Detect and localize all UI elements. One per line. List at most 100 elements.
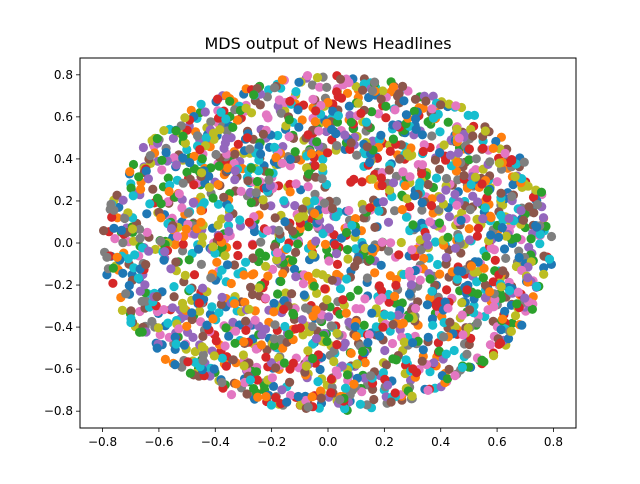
scatter-point [230,175,240,185]
scatter-point [141,166,151,176]
scatter-point [269,307,279,317]
scatter-point [193,244,204,254]
scatter-point [216,299,226,309]
scatter-point [491,136,501,147]
scatter-point [189,180,199,190]
scatter-point [373,109,384,119]
scatter-point [435,164,445,174]
scatter-point [430,155,440,165]
scatter-point [425,274,435,284]
scatter-point [308,353,318,364]
scatter-point [335,395,345,405]
scatter-point [322,336,332,346]
scatter-point [211,336,221,346]
scatter-point [231,379,241,389]
scatter-point [365,157,375,168]
scatter-point [329,356,339,367]
scatter-point [231,326,241,336]
scatter-point [230,149,240,159]
y-tick-label: −0.8 [44,404,73,418]
scatter-point [532,199,543,210]
scatter-point [435,148,445,158]
scatter-point [322,118,332,128]
scatter-point [230,166,240,176]
scatter-point [478,214,488,224]
scatter-point [252,375,262,385]
scatter-point [500,148,510,158]
scatter-point [423,240,433,250]
scatter-point [217,377,227,388]
scatter-point [247,270,257,280]
scatter-point [324,224,335,234]
scatter-point [276,108,286,118]
scatter-point [288,256,298,266]
scatter-point [196,99,206,109]
scatter-point [188,197,198,207]
scatter-point [481,251,491,261]
scatter-point [352,359,362,369]
scatter-point [124,280,134,291]
scatter-point [108,263,118,273]
scatter-point [391,280,401,290]
scatter-point [415,275,425,285]
scatter-point [167,303,178,313]
scatter-point [276,276,286,287]
scatter-point [436,100,446,110]
scatter-point [504,213,514,223]
scatter-point [243,176,253,186]
scatter-point [226,278,236,289]
scatter-point [469,110,480,120]
scatter-point [326,321,336,331]
scatter-point [378,86,388,96]
scatter-point [464,224,474,234]
scatter-point [303,346,313,356]
scatter-point [417,198,427,208]
scatter-point [367,308,377,318]
x-tick-label: −0.6 [144,435,173,449]
scatter-point [427,104,437,114]
scatter-point [294,122,304,132]
scatter-point [492,177,502,187]
scatter-point [187,314,197,325]
scatter-point [130,250,140,260]
scatter-point [407,245,417,255]
scatter-point [180,138,190,148]
scatter-point [230,338,240,348]
scatter-point [367,107,377,117]
scatter-point [170,240,180,250]
scatter-point [428,91,438,101]
scatter-point [189,270,200,280]
scatter-point [311,334,322,344]
scatter-point [376,173,386,183]
scatter-point [290,201,300,211]
scatter-point [345,110,355,120]
scatter-point [264,175,274,185]
scatter-point [507,156,517,166]
scatter-point [425,367,435,377]
scatter-point [433,259,443,270]
scatter-point [185,368,195,378]
scatter-point [228,122,238,132]
scatter-point [482,193,492,203]
scatter-point [110,234,120,244]
scatter-point [544,254,555,264]
scatter-point [152,193,163,203]
scatter-point [472,277,482,287]
scatter-point [363,338,373,348]
scatter-point [367,244,377,254]
scatter-point [171,257,181,267]
scatter-point [523,273,533,283]
scatter-point [208,242,218,252]
scatter-point [439,332,449,342]
scatter-point [280,217,290,227]
scatter-point [272,255,282,265]
scatter-point [294,213,304,223]
scatter-point [160,354,170,364]
scatter-point [262,226,272,236]
scatter-point [249,384,259,394]
scatter-point [297,315,307,325]
scatter-point [535,229,545,239]
x-tick-label: 0.8 [544,435,563,449]
scatter-point [342,370,353,380]
scatter-point [166,264,176,274]
